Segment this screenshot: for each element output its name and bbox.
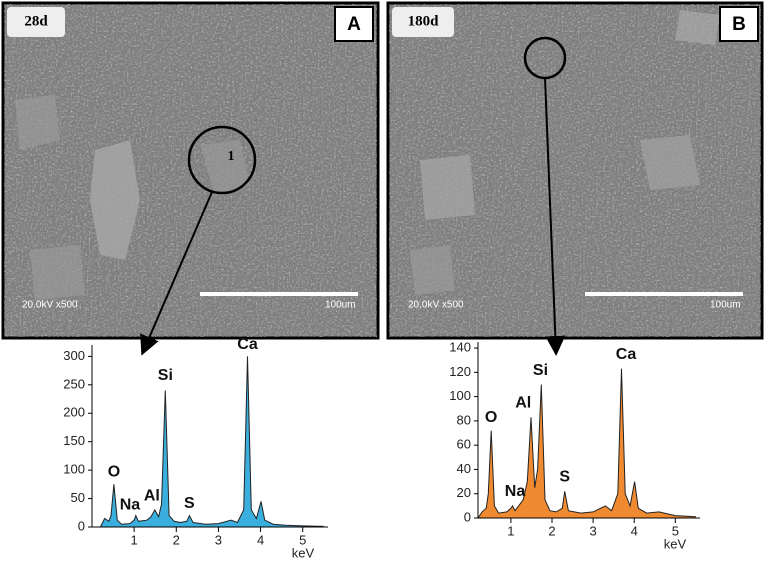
peak-label: Al xyxy=(144,488,160,505)
peak-label: Na xyxy=(120,497,141,514)
sem-info: 20.0kV x500 xyxy=(22,300,78,311)
peak-label: Na xyxy=(505,483,526,500)
panel-label: B xyxy=(732,14,746,35)
sem-image xyxy=(1,1,380,340)
y-tick-label: 250 xyxy=(63,376,85,391)
x-tick-label: 3 xyxy=(215,532,222,547)
x-tick-label: 4 xyxy=(631,523,638,538)
y-tick-label: 50 xyxy=(71,490,85,505)
y-tick-label: 300 xyxy=(63,348,85,363)
x-tick-label: 5 xyxy=(672,523,679,538)
y-tick-label: 100 xyxy=(63,462,85,477)
y-tick-label: 0 xyxy=(78,518,85,533)
sem-info: 20.0kV x500 xyxy=(408,300,464,311)
scale-label: 100um xyxy=(325,300,356,311)
peak-label: O xyxy=(485,409,497,426)
x-tick-label: 1 xyxy=(131,532,138,547)
sem-image xyxy=(386,1,764,340)
x-tick-label: 1 xyxy=(507,523,514,538)
peak-label: Al xyxy=(515,395,531,412)
arrow xyxy=(140,191,213,356)
time-label: 28d xyxy=(24,13,48,29)
peak-label: Ca xyxy=(616,346,637,363)
spectrum-line xyxy=(477,368,696,519)
x-tick-label: 2 xyxy=(173,532,180,547)
peak-label: O xyxy=(108,464,120,481)
peak-label: Si xyxy=(533,362,548,379)
y-tick-label: 20 xyxy=(457,485,471,500)
x-tick-label: 4 xyxy=(257,532,264,547)
y-tick-label: 200 xyxy=(63,405,85,420)
x-axis-label: keV xyxy=(664,536,687,551)
y-tick-label: 140 xyxy=(449,340,471,355)
scale-label: 100um xyxy=(710,300,741,311)
peak-label: S xyxy=(184,495,195,512)
peak-label: S xyxy=(559,469,570,486)
arrow xyxy=(544,77,566,356)
point-marker: 1 xyxy=(228,149,235,164)
x-axis-label: keV xyxy=(292,545,315,560)
y-tick-label: 80 xyxy=(457,412,471,427)
peak-label: Si xyxy=(158,367,173,384)
spectrum-line xyxy=(99,356,324,528)
peak-label: Ca xyxy=(237,336,258,353)
x-tick-label: 5 xyxy=(299,532,306,547)
y-tick-label: 120 xyxy=(449,364,471,379)
y-tick-label: 150 xyxy=(63,433,85,448)
time-label: 180d xyxy=(408,13,440,29)
y-tick-label: 40 xyxy=(457,461,471,476)
y-tick-label: 0 xyxy=(464,509,471,524)
panel-label: A xyxy=(347,14,361,35)
x-tick-label: 2 xyxy=(548,523,555,538)
x-tick-label: 3 xyxy=(589,523,596,538)
y-tick-label: 100 xyxy=(449,388,471,403)
y-tick-label: 60 xyxy=(457,437,471,452)
spectrum-area xyxy=(478,368,696,518)
